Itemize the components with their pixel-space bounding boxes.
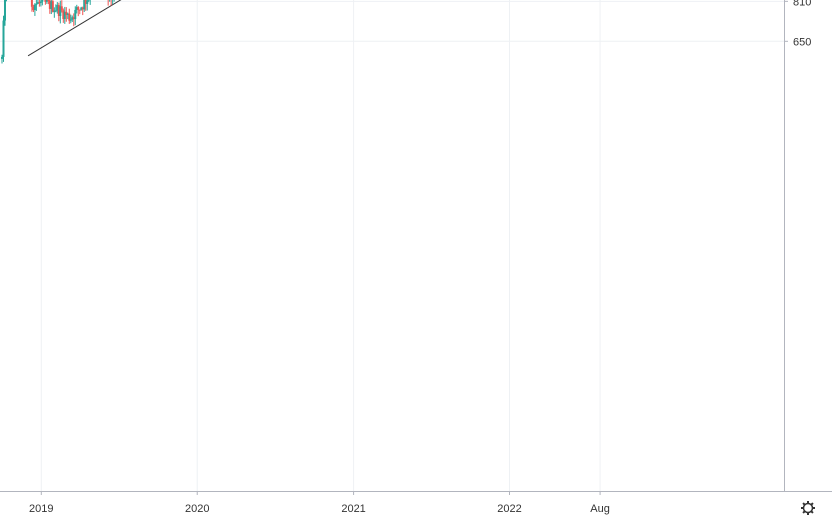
candle-body bbox=[39, 1, 42, 3]
x-tick-label: 2019 bbox=[29, 503, 53, 515]
candle-body bbox=[33, 4, 36, 11]
candle-body bbox=[75, 7, 78, 10]
candle-body bbox=[68, 13, 71, 21]
x-tick-label: Aug bbox=[590, 503, 610, 515]
candle-body bbox=[77, 7, 80, 10]
x-tick-label: 2022 bbox=[497, 503, 521, 515]
candle-body bbox=[53, 10, 56, 12]
candle-body bbox=[65, 11, 68, 15]
price-axis-panel bbox=[784, 0, 832, 522]
candle-body bbox=[60, 6, 63, 11]
candle-body bbox=[36, 2, 39, 4]
candle-body bbox=[38, 2, 41, 4]
candle-body bbox=[51, 1, 54, 12]
candle-body bbox=[56, 5, 59, 11]
gear-icon[interactable] bbox=[801, 501, 815, 515]
candle-body bbox=[81, 7, 84, 10]
candle-body bbox=[87, 0, 90, 1]
candle-body bbox=[63, 11, 66, 19]
candle-body bbox=[54, 10, 57, 12]
candle-body bbox=[48, 0, 51, 9]
candle-body bbox=[30, 0, 33, 7]
x-tick-label: 2020 bbox=[185, 503, 209, 515]
candle-body bbox=[84, 0, 87, 4]
candle-body bbox=[69, 19, 72, 21]
candle-body bbox=[62, 10, 65, 19]
candle-body bbox=[71, 17, 74, 20]
candle-body bbox=[2, 20, 5, 57]
candle-body bbox=[35, 3, 38, 5]
time-axis-panel bbox=[0, 491, 832, 522]
candle-body bbox=[59, 6, 62, 17]
candle-body bbox=[72, 17, 75, 20]
candle-body bbox=[41, 0, 44, 2]
candle-body bbox=[74, 9, 77, 20]
candle-body bbox=[45, 0, 48, 2]
candle-body bbox=[50, 1, 53, 9]
candle-body bbox=[44, 0, 47, 2]
candle-body bbox=[80, 7, 83, 10]
candles bbox=[1, 0, 115, 64]
candle-body bbox=[47, 0, 50, 1]
candle-body bbox=[83, 0, 86, 10]
y-tick-label: 650 bbox=[793, 36, 811, 48]
candle-body bbox=[78, 9, 81, 11]
candle-body bbox=[1, 56, 3, 59]
candle-body bbox=[66, 13, 69, 15]
candle-body bbox=[86, 0, 89, 4]
candle-body bbox=[3, 0, 6, 21]
candle-body bbox=[32, 6, 35, 11]
x-tick-label: 2021 bbox=[341, 503, 365, 515]
candle-body bbox=[57, 5, 60, 17]
y-tick-label: 810 bbox=[793, 0, 811, 8]
